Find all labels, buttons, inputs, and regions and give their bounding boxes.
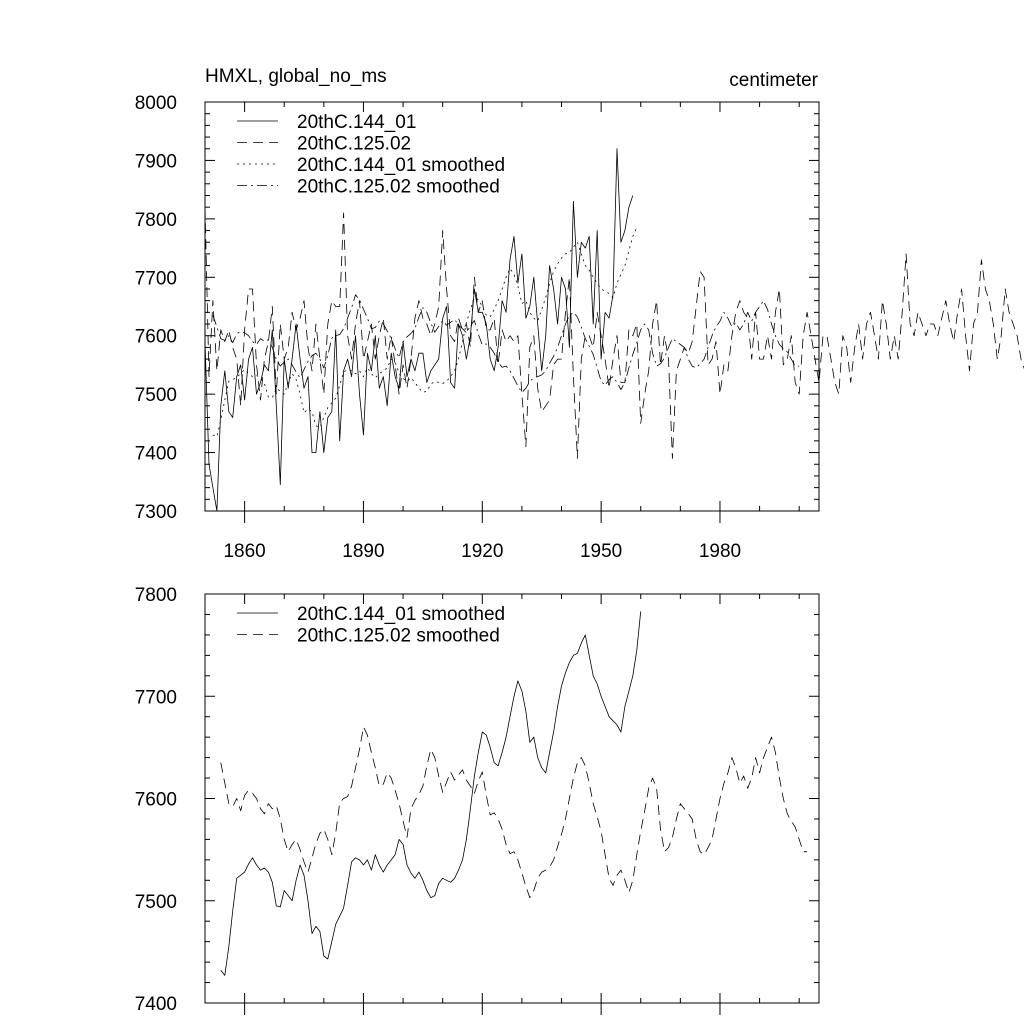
top-y-axis: 7300 7400 7500 7600 7700 7800 7900 8000: [135, 93, 819, 523]
legend-label: 20thC.125.02 smoothed: [297, 626, 500, 647]
x-tick-label: 1860: [223, 541, 265, 562]
bottom-series-layer: [220, 611, 808, 976]
y-tick-label: 7400: [135, 444, 177, 465]
y-tick-label: 7400: [135, 994, 177, 1015]
y-tick-label: 7600: [135, 790, 177, 811]
top-title-left: HMXL, global_no_ms: [205, 66, 387, 87]
series-line-20thc-144-01-smoothed: [212, 227, 638, 438]
y-tick-label: 7600: [135, 327, 177, 348]
series-line-20thc-144-01-smoothed: [220, 611, 642, 976]
x-tick-label: 1920: [461, 541, 503, 562]
x-tick-label: 1890: [342, 541, 384, 562]
y-tick-label: 7700: [135, 687, 177, 708]
x-tick-label: 1980: [699, 541, 741, 562]
y-tick-label: 7800: [135, 210, 177, 231]
bottom-panel: 7400 7500 7600 7700 7800 20thC.144_01 smooth…: [135, 585, 820, 1015]
legend-label: 20thC.125.02 smoothed: [297, 177, 500, 198]
y-tick-label: 7900: [135, 151, 177, 172]
legend-label: 20thC.144_01: [297, 112, 416, 133]
y-tick-label: 7700: [135, 268, 177, 289]
y-tick-label: 7500: [135, 892, 177, 913]
top-x-axis: 1860 1890 1920 1950 1980: [204, 102, 800, 562]
y-tick-label: 7800: [135, 585, 177, 606]
legend-label: 20thC.144_01 smoothed: [297, 604, 505, 625]
series-line-20thc-125-02-smoothed: [220, 726, 808, 899]
y-tick-label: 8000: [135, 93, 177, 114]
top-plot-frame: [204, 101, 820, 512]
bottom-x-axis: [204, 594, 800, 1015]
bottom-y-axis: 7400 7500 7600 7700 7800: [135, 585, 819, 1015]
top-series-layer: [204, 148, 1024, 512]
series-line-20thc-125-02-smoothed: [212, 294, 800, 393]
legend-label: 20thC.125.02: [297, 134, 411, 155]
series-line-20thc-144-01: [204, 148, 634, 512]
top-panel: HMXL, global_no_ms centimeter 7300 7400 75…: [135, 66, 1024, 562]
top-title-right: centimeter: [729, 70, 818, 91]
series-line-20thc-125-02: [204, 207, 1024, 459]
bottom-plot-frame: [204, 593, 820, 1004]
x-tick-label: 1950: [580, 541, 622, 562]
legend-label: 20thC.144_01 smoothed: [297, 155, 505, 176]
y-tick-label: 7300: [135, 502, 177, 523]
y-tick-label: 7500: [135, 385, 177, 406]
